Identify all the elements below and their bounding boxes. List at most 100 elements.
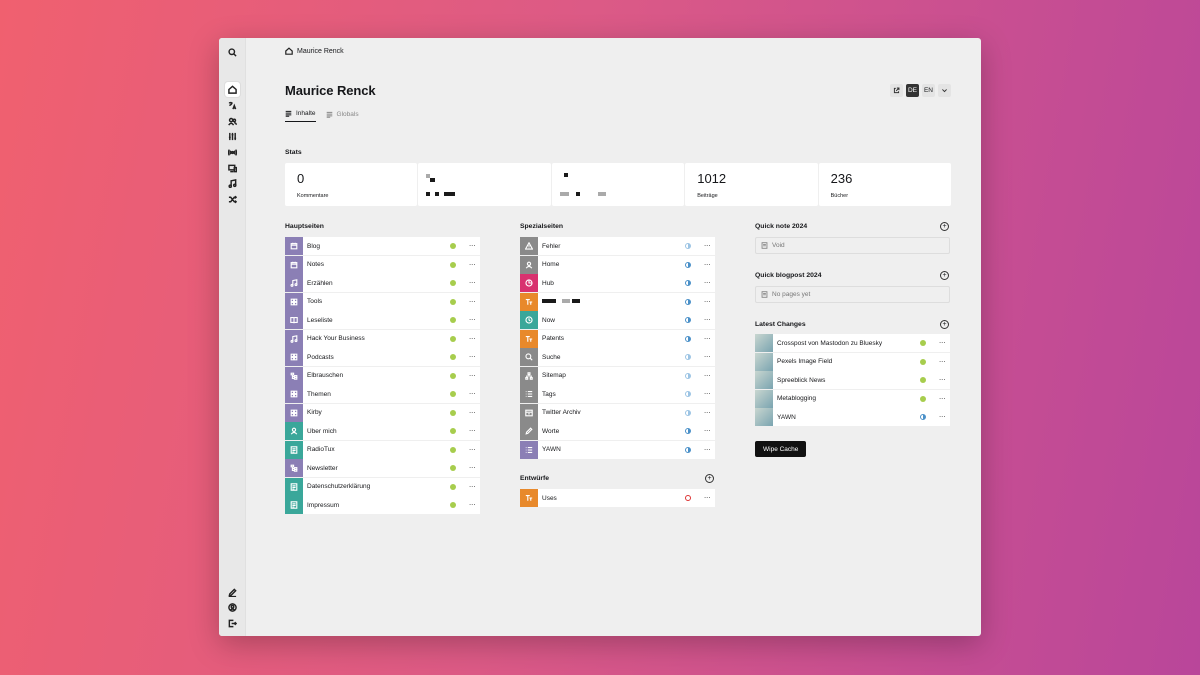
list-item[interactable]: Patents ··· bbox=[520, 329, 715, 348]
options-button[interactable]: ··· bbox=[468, 278, 476, 287]
options-button[interactable]: ··· bbox=[703, 315, 711, 324]
options-button[interactable]: ··· bbox=[468, 407, 476, 417]
list-item[interactable]: Erzählen ··· bbox=[285, 274, 480, 292]
options-button[interactable]: ··· bbox=[468, 352, 476, 361]
language-de-button[interactable]: DE bbox=[905, 84, 919, 97]
status-icon[interactable] bbox=[450, 317, 456, 323]
list-item[interactable]: Leseliste ··· bbox=[285, 311, 480, 329]
search-icon[interactable] bbox=[225, 45, 240, 60]
options-button[interactable]: ··· bbox=[938, 375, 946, 384]
list-item[interactable]: YAWN ··· bbox=[755, 408, 950, 426]
options-button[interactable]: ··· bbox=[468, 315, 476, 324]
status-icon[interactable] bbox=[920, 358, 926, 365]
options-button[interactable]: ··· bbox=[468, 463, 476, 472]
list-item[interactable]: Metablogging ··· bbox=[755, 389, 950, 408]
list-item[interactable]: Worte ··· bbox=[520, 422, 715, 440]
status-icon[interactable] bbox=[450, 446, 456, 453]
status-icon[interactable] bbox=[685, 243, 691, 249]
users-icon[interactable] bbox=[225, 114, 240, 129]
status-icon[interactable] bbox=[685, 317, 691, 323]
status-icon[interactable] bbox=[450, 354, 456, 360]
status-icon[interactable] bbox=[450, 243, 456, 249]
tab-globals[interactable]: Globals bbox=[326, 110, 359, 122]
list-item[interactable]: Uses ··· bbox=[520, 489, 715, 507]
status-icon[interactable] bbox=[450, 280, 456, 286]
status-icon[interactable] bbox=[450, 502, 456, 508]
options-button[interactable]: ··· bbox=[703, 352, 711, 361]
status-icon[interactable] bbox=[450, 261, 456, 268]
list-item[interactable]: Fehler ··· bbox=[520, 237, 715, 255]
list-item[interactable]: Tools ··· bbox=[285, 292, 480, 311]
list-item[interactable]: Now ··· bbox=[520, 311, 715, 329]
status-icon[interactable] bbox=[450, 428, 456, 434]
list-item[interactable]: Themen ··· bbox=[285, 385, 480, 403]
status-icon[interactable] bbox=[450, 391, 456, 397]
status-icon[interactable] bbox=[920, 395, 926, 402]
status-icon[interactable] bbox=[685, 428, 691, 434]
status-icon[interactable] bbox=[685, 372, 691, 379]
add-draft-button[interactable]: + bbox=[705, 474, 714, 483]
broadcast-icon[interactable] bbox=[225, 145, 240, 160]
status-icon[interactable] bbox=[450, 335, 456, 342]
wipe-cache-button[interactable]: Wipe Cache bbox=[755, 441, 807, 457]
options-button[interactable]: ··· bbox=[703, 444, 711, 454]
list-item[interactable]: Hack Your Business ··· bbox=[285, 329, 480, 348]
stat-posts[interactable]: 1012 Beiträge bbox=[685, 163, 818, 206]
options-button[interactable]: ··· bbox=[703, 333, 711, 343]
status-icon[interactable] bbox=[920, 377, 926, 383]
options-button[interactable]: ··· bbox=[938, 356, 946, 366]
list-item[interactable]: Twitter Archiv ··· bbox=[520, 403, 715, 422]
status-icon[interactable] bbox=[685, 446, 691, 453]
status-icon[interactable] bbox=[450, 409, 456, 416]
list-item[interactable]: Über mich ··· bbox=[285, 422, 480, 440]
options-button[interactable]: ··· bbox=[703, 296, 711, 306]
list-item[interactable]: Blog ··· bbox=[285, 237, 480, 255]
tab-inhalte[interactable]: Inhalte bbox=[285, 110, 316, 122]
status-icon[interactable] bbox=[685, 261, 691, 268]
status-icon[interactable] bbox=[450, 465, 456, 471]
add-quick-note-button[interactable]: + bbox=[940, 222, 949, 231]
stat-redacted-2[interactable] bbox=[551, 163, 685, 206]
list-item[interactable]: Newsletter ··· bbox=[285, 459, 480, 477]
options-button[interactable]: ··· bbox=[468, 333, 476, 343]
options-button[interactable]: ··· bbox=[703, 426, 711, 435]
options-button[interactable]: ··· bbox=[468, 241, 476, 250]
list-item[interactable]: YAWN ··· bbox=[520, 440, 715, 459]
options-button[interactable]: ··· bbox=[703, 278, 711, 287]
status-icon[interactable] bbox=[685, 354, 691, 360]
status-icon[interactable] bbox=[685, 409, 691, 416]
status-icon[interactable] bbox=[685, 391, 691, 397]
list-item[interactable]: Notes ··· bbox=[285, 255, 480, 274]
language-dropdown-button[interactable] bbox=[938, 84, 951, 97]
stat-books[interactable]: 236 Bücher bbox=[818, 163, 952, 206]
list-item[interactable]: Crosspost von Mastodon zu Bluesky ··· bbox=[755, 334, 950, 352]
options-button[interactable]: ··· bbox=[703, 259, 711, 269]
options-button[interactable]: ··· bbox=[468, 481, 476, 491]
list-item[interactable]: Hub ··· bbox=[520, 274, 715, 292]
options-button[interactable]: ··· bbox=[703, 493, 711, 502]
options-button[interactable]: ··· bbox=[468, 444, 476, 454]
list-item[interactable]: Podcasts ··· bbox=[285, 348, 480, 366]
options-button[interactable]: ··· bbox=[468, 426, 476, 435]
options-button[interactable]: ··· bbox=[468, 296, 476, 306]
options-button[interactable]: ··· bbox=[468, 389, 476, 398]
options-button[interactable]: ··· bbox=[468, 500, 476, 509]
options-button[interactable]: ··· bbox=[938, 338, 946, 347]
list-item[interactable]: Suche ··· bbox=[520, 348, 715, 366]
options-button[interactable]: ··· bbox=[703, 370, 711, 380]
list-item[interactable]: Home ··· bbox=[520, 255, 715, 274]
translate-icon[interactable] bbox=[225, 98, 240, 113]
breadcrumb[interactable]: Maurice Renck bbox=[285, 47, 344, 55]
options-button[interactable]: ··· bbox=[468, 259, 476, 269]
add-latest-change-button[interactable]: + bbox=[940, 320, 949, 329]
list-item[interactable]: ··· bbox=[520, 292, 715, 311]
home-icon[interactable] bbox=[225, 82, 240, 97]
shuffle-icon[interactable] bbox=[225, 192, 240, 207]
music-icon[interactable] bbox=[225, 176, 240, 191]
options-button[interactable]: ··· bbox=[703, 241, 711, 250]
status-icon[interactable] bbox=[450, 372, 456, 379]
stat-comments[interactable]: 0 Kommentare bbox=[285, 163, 418, 206]
add-quick-blogpost-button[interactable]: + bbox=[940, 271, 949, 280]
devices-icon[interactable] bbox=[225, 161, 240, 176]
status-icon[interactable] bbox=[920, 414, 926, 420]
